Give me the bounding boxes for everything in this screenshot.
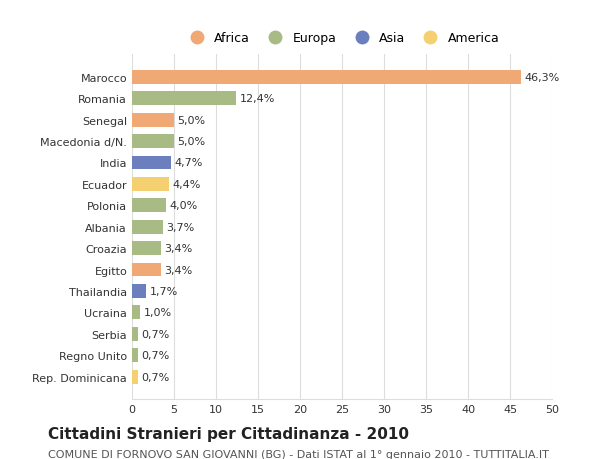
- Text: 5,0%: 5,0%: [178, 115, 205, 125]
- Bar: [132, 327, 138, 341]
- Bar: [132, 71, 521, 84]
- Text: 0,7%: 0,7%: [141, 350, 169, 360]
- Text: 3,4%: 3,4%: [164, 244, 192, 253]
- Bar: [132, 178, 169, 191]
- Text: 4,4%: 4,4%: [172, 179, 200, 190]
- Text: 0,7%: 0,7%: [141, 372, 169, 382]
- Bar: [132, 199, 166, 213]
- Text: 12,4%: 12,4%: [239, 94, 275, 104]
- Bar: [132, 370, 138, 384]
- Text: Cittadini Stranieri per Cittadinanza - 2010: Cittadini Stranieri per Cittadinanza - 2…: [48, 425, 409, 441]
- Text: 1,0%: 1,0%: [144, 308, 172, 318]
- Text: 4,0%: 4,0%: [169, 201, 197, 211]
- Text: 3,7%: 3,7%: [166, 222, 194, 232]
- Text: 4,7%: 4,7%: [175, 158, 203, 168]
- Bar: [132, 156, 172, 170]
- Legend: Africa, Europa, Asia, America: Africa, Europa, Asia, America: [179, 27, 505, 50]
- Bar: [132, 135, 174, 149]
- Text: 0,7%: 0,7%: [141, 329, 169, 339]
- Text: 46,3%: 46,3%: [524, 73, 560, 83]
- Bar: [132, 348, 138, 362]
- Bar: [132, 263, 161, 277]
- Bar: [132, 241, 161, 256]
- Bar: [132, 92, 236, 106]
- Bar: [132, 284, 146, 298]
- Text: 1,7%: 1,7%: [149, 286, 178, 296]
- Text: 5,0%: 5,0%: [178, 137, 205, 147]
- Text: COMUNE DI FORNOVO SAN GIOVANNI (BG) - Dati ISTAT al 1° gennaio 2010 - TUTTITALIA: COMUNE DI FORNOVO SAN GIOVANNI (BG) - Da…: [48, 449, 549, 459]
- Text: 3,4%: 3,4%: [164, 265, 192, 275]
- Bar: [132, 113, 174, 127]
- Bar: [132, 220, 163, 234]
- Bar: [132, 306, 140, 319]
